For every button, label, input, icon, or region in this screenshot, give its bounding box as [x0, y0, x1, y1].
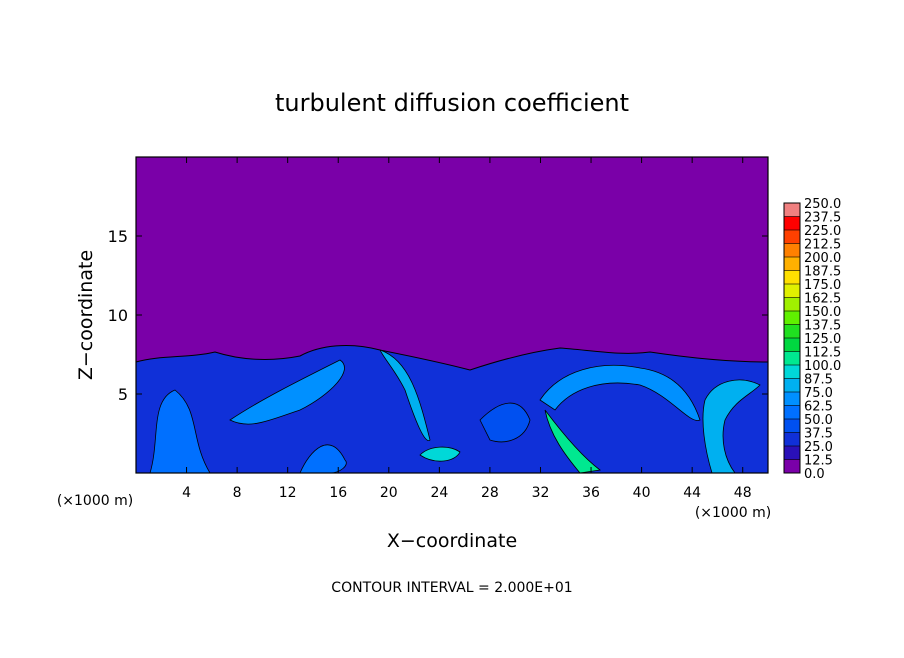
colorbar-band: [784, 297, 800, 311]
colorbar-band: [784, 270, 800, 284]
field-swirl: [149, 389, 211, 474]
y-axis-label: Z−coordinate: [75, 250, 97, 380]
x-tick-label: 12: [279, 485, 297, 501]
colorbar-label: 150.0: [804, 305, 841, 320]
field-swirl: [539, 365, 701, 421]
field-swirl: [544, 409, 602, 474]
x-axis-label: X−coordinate: [387, 530, 517, 552]
chart-title: turbulent diffusion coefficient: [275, 89, 629, 117]
colorbar-label: 250.0: [804, 197, 841, 212]
field-swirl: [479, 402, 531, 443]
colorbar-band: [784, 324, 800, 338]
x-tick-label: 48: [734, 485, 752, 501]
colorbar-label: 50.0: [804, 413, 833, 428]
x-tick-label: 20: [380, 485, 398, 501]
colorbar-label: 187.5: [804, 265, 841, 280]
field-swirl: [702, 379, 761, 474]
colorbar-band: [784, 243, 800, 257]
colorbar-band: [784, 257, 800, 271]
colorbar-band: [784, 405, 800, 419]
colorbar-label: 100.0: [804, 359, 841, 374]
colorbar-label: 87.5: [804, 373, 833, 388]
colorbar-label: 225.0: [804, 224, 841, 239]
colorbar-band: [784, 419, 800, 433]
y-tick-label: 10: [108, 306, 128, 325]
field-swirl: [229, 359, 345, 425]
colorbar-label: 75.0: [804, 386, 833, 401]
colorbar-band: [784, 311, 800, 325]
colorbar-label: 112.5: [804, 346, 841, 361]
x-tick-label: 8: [233, 485, 242, 501]
colorbar-label: 125.0: [804, 332, 841, 347]
colorbar-label: 137.5: [804, 319, 841, 334]
field: [135, 157, 769, 474]
colorbar-band: [784, 459, 800, 473]
x-tick-label: 24: [430, 485, 448, 501]
x-tick-label: 32: [532, 485, 550, 501]
colorbar-label: 175.0: [804, 278, 841, 293]
colorbar-label: 237.5: [804, 211, 841, 226]
colorbar-label: 25.0: [804, 440, 833, 455]
colorbar-label: 37.5: [804, 427, 833, 442]
colorbar-band: [784, 392, 800, 406]
colorbar-band: [784, 203, 800, 217]
x-tick-label: 16: [329, 485, 347, 501]
colorbar-label: 0.0: [804, 467, 825, 482]
footnote: CONTOUR INTERVAL = 2.000E+01: [331, 580, 572, 596]
x-unit-label: (×1000 m): [57, 493, 133, 509]
colorbar-label: 12.5: [804, 454, 833, 469]
colorbar-label: 62.5: [804, 400, 833, 415]
colorbar-label: 212.5: [804, 238, 841, 253]
field-swirl: [299, 444, 347, 474]
x-tick-label: 40: [633, 485, 651, 501]
x-tick-label: 36: [582, 485, 600, 501]
colorbar-band: [784, 378, 800, 392]
field-swirl: [379, 349, 431, 441]
colorbar-band: [784, 230, 800, 244]
colorbar-band: [784, 216, 800, 230]
y-tick-label: 15: [108, 227, 128, 246]
y-tick-label: 5: [118, 385, 128, 404]
colorbar-label: 162.5: [804, 292, 841, 307]
colorbar-label: 200.0: [804, 251, 841, 266]
field-swirl: [419, 446, 461, 462]
colorbar-band: [784, 446, 800, 460]
colorbar-band: [784, 351, 800, 365]
colorbar-band: [784, 432, 800, 446]
x-unit-label: (×1000 m): [695, 505, 771, 521]
colorbar-band: [784, 338, 800, 352]
x-tick-label: 44: [683, 485, 701, 501]
x-tick-label: 28: [481, 485, 499, 501]
colorbar-band: [784, 284, 800, 298]
colorbar-band: [784, 365, 800, 379]
x-tick-label: 4: [182, 485, 191, 501]
